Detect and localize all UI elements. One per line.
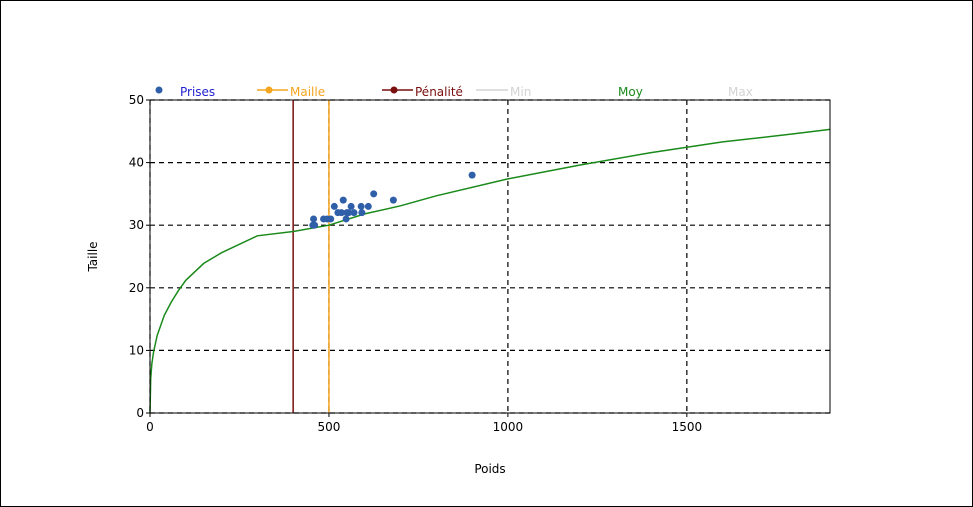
data-point [364, 202, 372, 210]
y-tick-label: 30 [129, 218, 144, 232]
y-axis-title: Taille [86, 241, 100, 272]
x-tick-label: 0 [146, 420, 154, 434]
legend-marker-penalite [390, 86, 398, 94]
data-point [337, 209, 345, 217]
data-point [370, 190, 378, 198]
data-point [339, 196, 347, 204]
legend-label-prises: Prises [180, 85, 215, 99]
x-axis-title: Poids [474, 462, 505, 476]
moy-curve [149, 128, 831, 414]
data-point [342, 215, 350, 223]
legend-marker-prises [155, 86, 163, 94]
plot-border [149, 99, 831, 414]
y-tick-label: 20 [129, 281, 144, 295]
vertical-lines [292, 100, 330, 413]
data-point [389, 196, 397, 204]
x-axis-ticks: 0 500 1000 1500 [146, 413, 702, 434]
data-point [347, 202, 355, 210]
data-point [358, 209, 366, 217]
legend-marker-maille [265, 86, 273, 94]
y-tick-label: 0 [136, 406, 144, 420]
data-point [468, 171, 476, 179]
legend-label-moy: Moy [618, 85, 643, 99]
data-points [309, 171, 476, 229]
legend-label-maille: Maille [290, 85, 325, 99]
data-point [357, 202, 365, 210]
y-tick-label: 40 [129, 156, 144, 170]
legend-label-min: Min [510, 85, 531, 99]
y-tick-label: 10 [129, 343, 144, 357]
y-tick-label: 50 [129, 93, 144, 107]
x-tick-label: 500 [317, 420, 340, 434]
x-tick-label: 1000 [493, 420, 524, 434]
data-point [310, 215, 318, 223]
data-point [350, 209, 358, 217]
data-point [327, 215, 335, 223]
y-axis-ticks: 0 10 20 30 40 50 [129, 93, 150, 420]
legend-label-penalite: Pénalité [415, 85, 463, 99]
data-point [345, 209, 353, 217]
moy-curve-group [149, 128, 831, 414]
data-point [330, 202, 338, 210]
data-point [311, 221, 319, 229]
legend: Prises Maille Pénalité Min Moy Max [155, 85, 753, 99]
grid [149, 99, 830, 414]
x-tick-label: 1500 [672, 420, 703, 434]
legend-label-max: Max [728, 85, 753, 99]
